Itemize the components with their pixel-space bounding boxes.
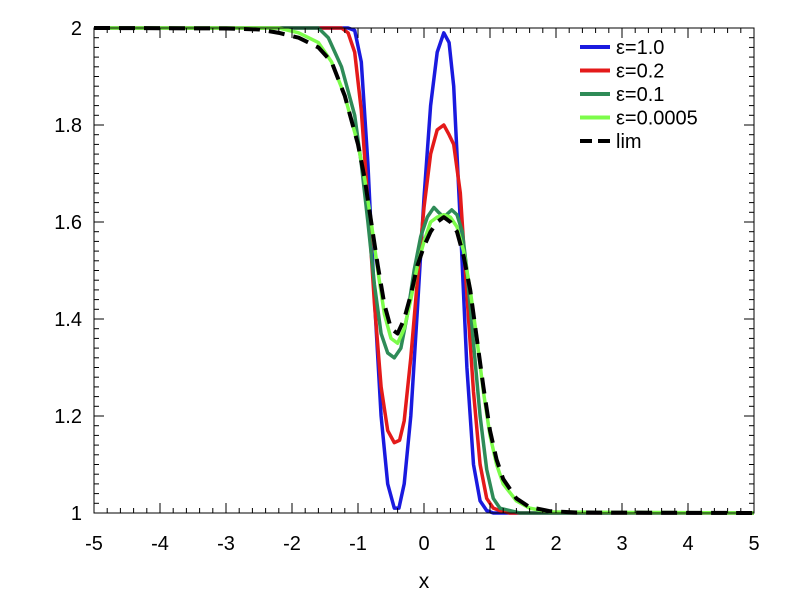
x-tick-label: 2 [550,533,561,555]
axis-layer: -5 -4 -3 -2 -1 0 1 2 3 4 5 1 1.2 1.4 1.6 1.8 2 [54,18,759,555]
y-tick-label: 1 [71,503,82,525]
y-tick-label: 1.8 [54,115,82,137]
legend-label: lim [616,131,642,153]
legend-label: ε=1.0 [616,37,664,59]
y-tick-label: 1.2 [54,406,82,428]
x-tick-label: 5 [748,533,759,555]
series-layer [93,26,755,515]
y-tick-label: 1.6 [54,212,82,234]
legend-label: ε=0.2 [616,61,664,83]
legend-label: ε=0.0005 [616,108,698,130]
x-tick-label: -3 [217,533,235,555]
x-tick-label: -5 [85,533,103,555]
x-tick-label: -1 [349,533,367,555]
x-axis-label: x [419,570,430,593]
series-line-lim [93,26,755,515]
x-tick-label: 3 [616,533,627,555]
x-tick-label: -4 [151,533,169,555]
y-tick-label: 1.4 [54,309,82,331]
series-line-eps-1 [94,26,754,515]
x-tick-label: -2 [283,533,301,555]
x-tick-label: 4 [682,533,693,555]
y-tick-label: 2 [71,18,82,40]
series-line-eps-2 [94,26,754,515]
x-tick-label: 1 [484,533,495,555]
x-tick-label: 0 [418,533,429,555]
legend-label: ε=0.1 [616,84,664,106]
